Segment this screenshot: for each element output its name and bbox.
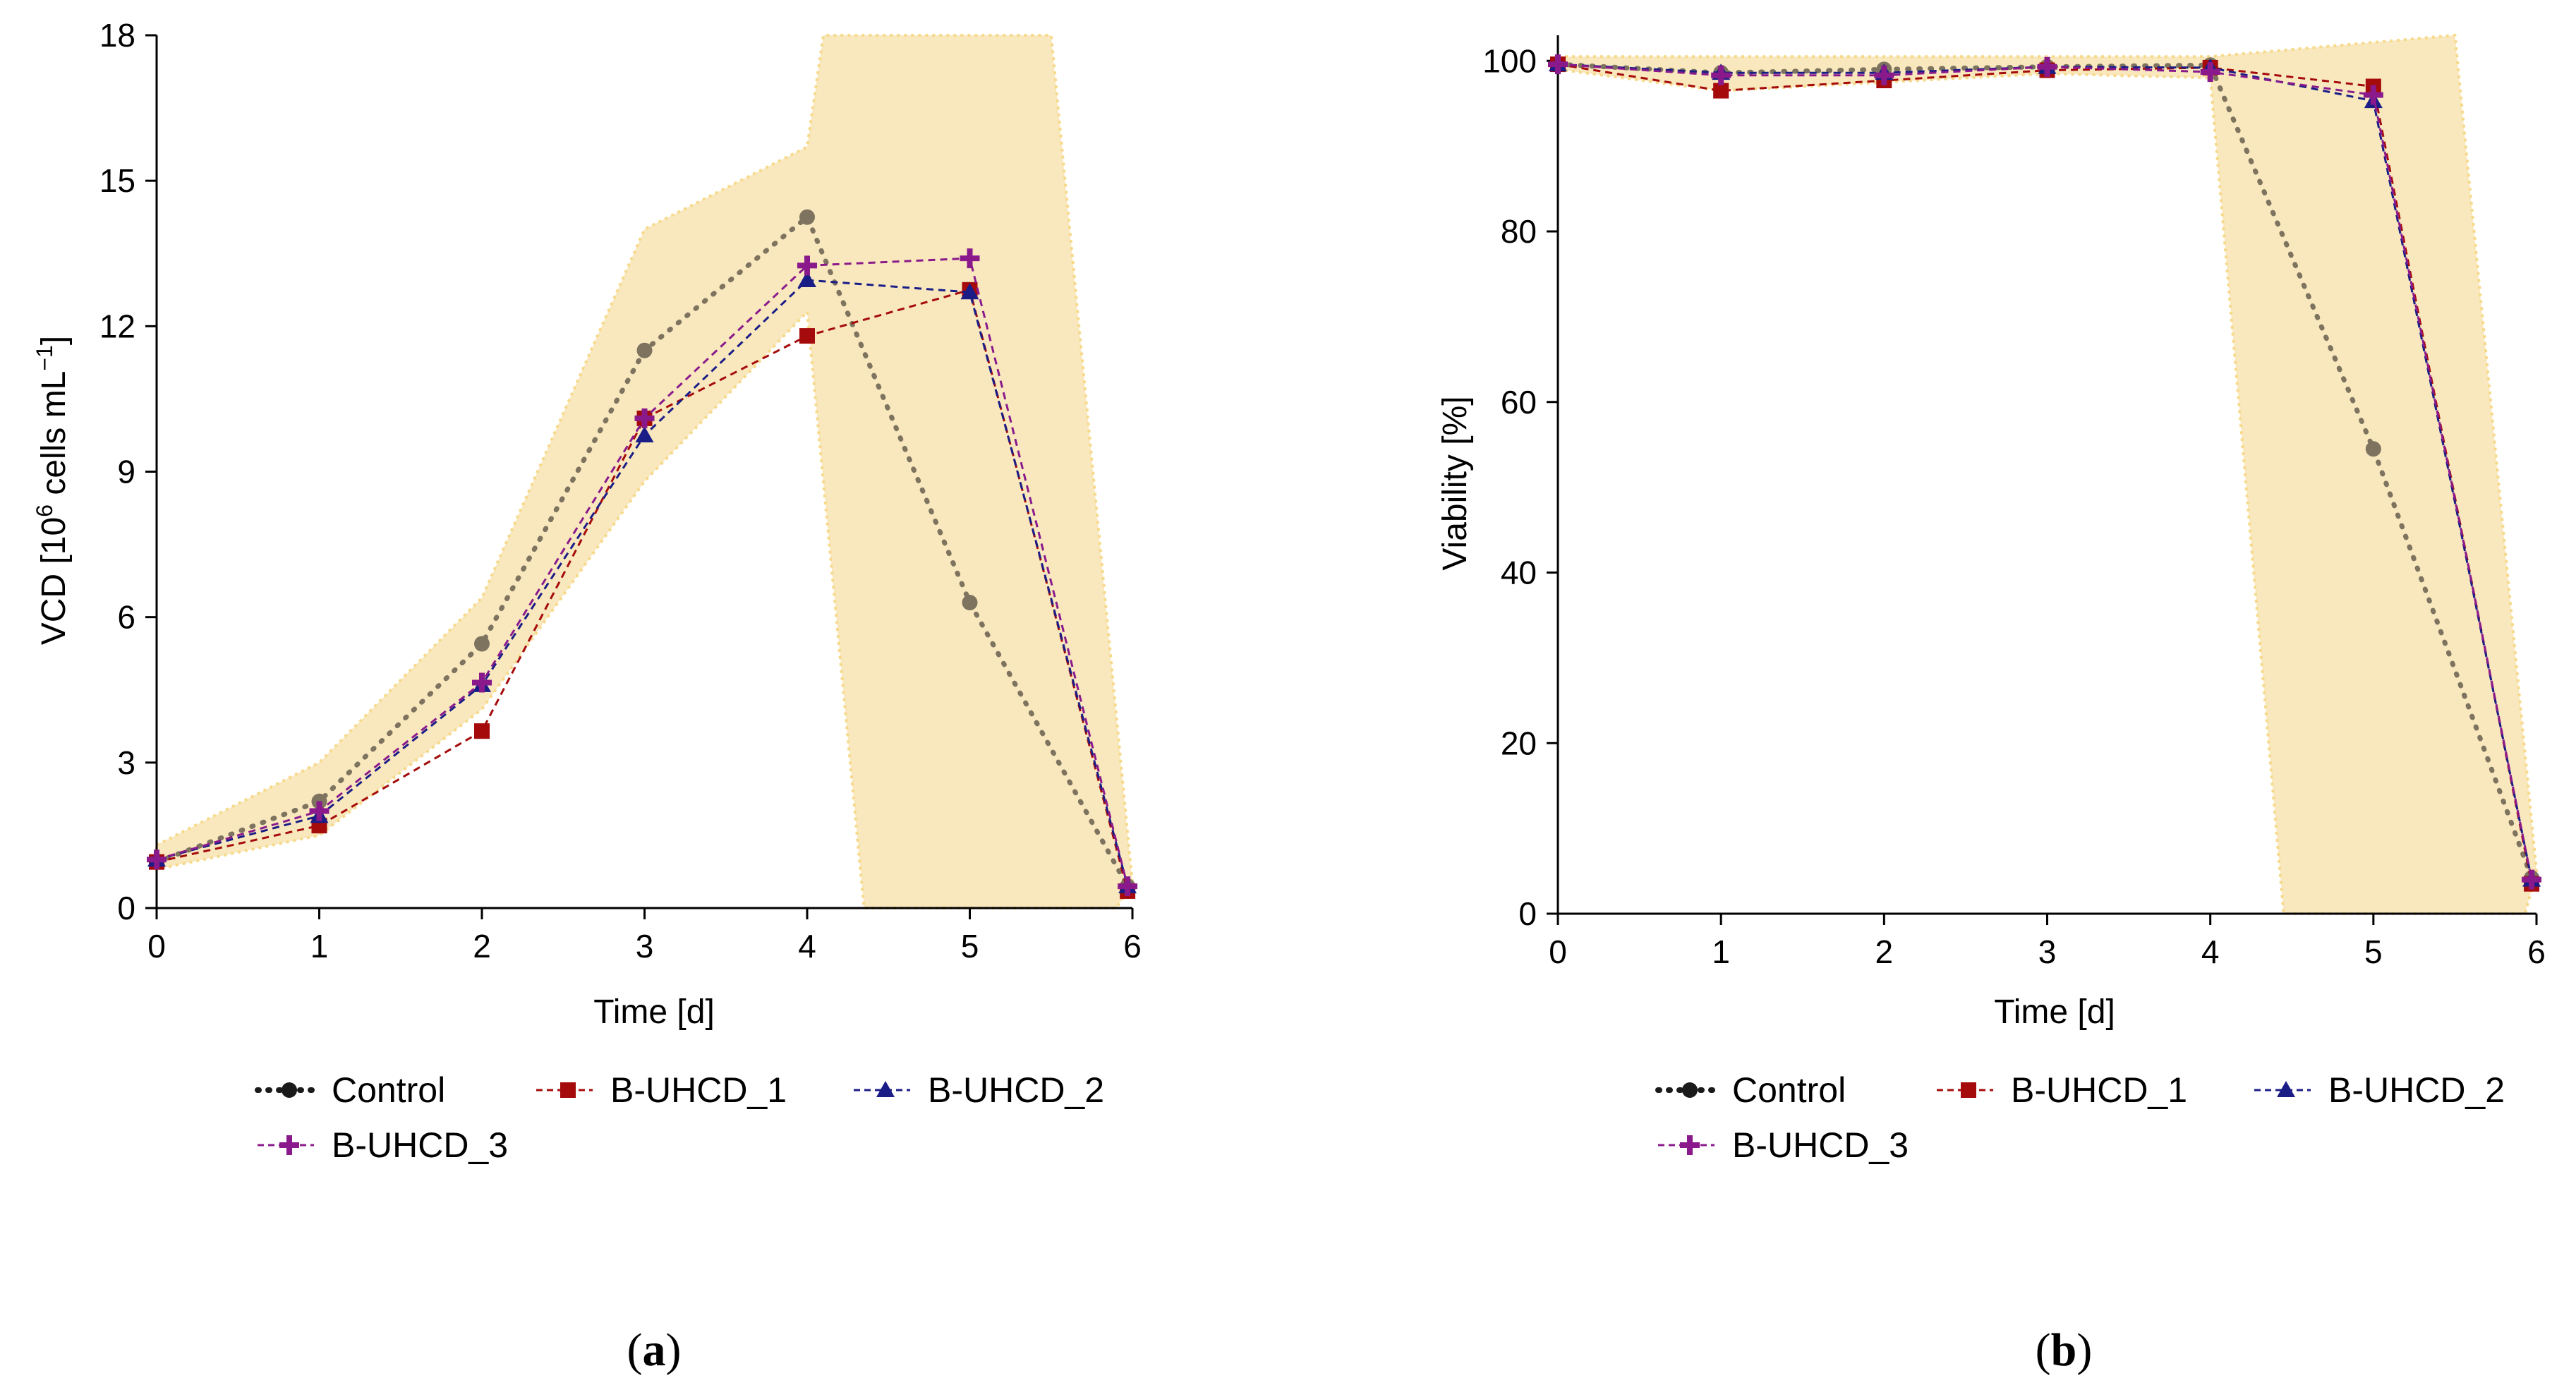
x-tick-label: 4 xyxy=(798,928,816,964)
panel-a: Time [d] VCD [106 cells mL−1] (a) xyxy=(32,336,715,1376)
data-point-b-uhcd-3 xyxy=(2037,56,2057,77)
uncertainty-band xyxy=(155,34,1135,909)
data-point-b-uhcd-1 xyxy=(474,723,490,739)
data-point-b-uhcd-1 xyxy=(799,328,815,344)
data-point-control xyxy=(799,209,815,225)
data-point-b-uhcd-1 xyxy=(1713,83,1729,99)
y-tick-label: 80 xyxy=(1501,213,1537,250)
legend-label: B-UHCD_1 xyxy=(610,1070,787,1110)
y-tick-label: 9 xyxy=(117,454,135,490)
data-point-control xyxy=(2365,441,2381,457)
panel-b-ylabel: Viability [%] xyxy=(1437,396,1474,570)
x-tick-label: 3 xyxy=(636,928,654,964)
panel-a-ylabel-end: ] xyxy=(35,336,73,345)
y-tick-label: 6 xyxy=(117,599,135,636)
panel-a-letter: a xyxy=(643,1324,666,1376)
x-tick-label: 2 xyxy=(473,928,491,964)
y-tick-label: 0 xyxy=(117,890,135,926)
data-point-b-uhcd-3 xyxy=(1118,876,1138,897)
x-tick-label: 5 xyxy=(2364,933,2383,970)
y-tick-label: 15 xyxy=(99,162,135,199)
y-tick-label: 60 xyxy=(1501,384,1537,421)
panel-a-ylabel-mid: cells mL xyxy=(35,371,73,504)
legend-marker xyxy=(560,1082,576,1098)
panel-a-ylabel: VCD [106 cells mL−1] xyxy=(32,336,73,645)
y-tick-label: 20 xyxy=(1501,725,1537,761)
data-point-b-uhcd-3 xyxy=(1711,65,1731,85)
panel-b-letter: b xyxy=(2051,1324,2077,1376)
legend: Control B-UHCD_1 B-UHCD_2 B-UHCD_3 xyxy=(255,1070,1104,1165)
x-tick-label: 6 xyxy=(2527,933,2546,970)
panel-a-ylabel-sup2: −1 xyxy=(32,345,57,370)
panel-a-xlabel: Time [d] xyxy=(593,993,715,1031)
data-point-control xyxy=(962,595,978,611)
legend-label: B-UHCD_3 xyxy=(332,1125,508,1165)
data-point-b-uhcd-3 xyxy=(960,248,980,269)
data-point-b-uhcd-3 xyxy=(2363,85,2383,105)
data-point-b-uhcd-3 xyxy=(309,801,329,821)
legend-marker xyxy=(876,1081,895,1097)
y-tick-label: 12 xyxy=(99,308,135,344)
y-tick-label: 18 xyxy=(99,17,135,54)
panel-b-xlabel: Time [d] xyxy=(1994,993,2115,1031)
x-tick-label: 4 xyxy=(2201,933,2220,970)
panel-a-label: (a) xyxy=(627,1324,682,1376)
legend-label: Control xyxy=(332,1070,445,1110)
x-tick-label: 5 xyxy=(961,928,979,964)
legend-marker xyxy=(279,1135,299,1155)
x-tick-label: 1 xyxy=(310,928,329,964)
y-tick-label: 40 xyxy=(1501,555,1537,591)
legend-marker xyxy=(282,1082,297,1098)
legend-label: B-UHCD_2 xyxy=(928,1070,1104,1110)
data-point-b-uhcd-3 xyxy=(1548,54,1568,75)
x-tick-label: 6 xyxy=(1123,928,1142,964)
panel-b: Time [d] Viability [%] (b) xyxy=(1437,396,2115,1376)
legend: Control B-UHCD_1 B-UHCD_2 B-UHCD_3 xyxy=(1655,1070,2505,1165)
data-point-b-uhcd-2 xyxy=(798,271,816,288)
legend-label: B-UHCD_3 xyxy=(1732,1125,1909,1165)
legend-label: Control xyxy=(1732,1070,1846,1110)
y-tick-label: 0 xyxy=(1518,895,1537,932)
legend-marker xyxy=(1961,1082,1976,1098)
y-tick-label: 3 xyxy=(117,744,135,781)
data-point-b-uhcd-3 xyxy=(472,672,492,693)
data-point-b-uhcd-3 xyxy=(1874,65,1894,85)
data-point-control xyxy=(636,342,653,358)
x-tick-label: 1 xyxy=(1712,933,1730,970)
data-point-b-uhcd-3 xyxy=(634,408,655,428)
data-point-b-uhcd-3 xyxy=(2200,61,2220,82)
x-tick-label: 0 xyxy=(147,928,166,964)
data-point-control xyxy=(474,636,490,652)
legend-marker xyxy=(2277,1081,2295,1097)
x-tick-label: 2 xyxy=(1875,933,1894,970)
legend-label: B-UHCD_1 xyxy=(2011,1070,2187,1110)
panel-b-label: (b) xyxy=(2036,1324,2093,1376)
data-point-b-uhcd-2 xyxy=(635,425,654,442)
panel-a-ylabel-main: VCD [10 xyxy=(35,517,73,645)
data-point-b-uhcd-2 xyxy=(960,283,979,300)
x-tick-label: 0 xyxy=(1549,933,1567,970)
legend-marker xyxy=(1682,1082,1698,1098)
panel-a-ylabel-sup1: 6 xyxy=(32,504,57,517)
legend-marker xyxy=(1680,1135,1700,1155)
y-tick-label: 100 xyxy=(1482,42,1537,79)
x-tick-label: 3 xyxy=(2038,933,2057,970)
legend-label: B-UHCD_2 xyxy=(2328,1070,2505,1110)
data-point-b-uhcd-3 xyxy=(2522,869,2542,890)
data-point-b-uhcd-3 xyxy=(147,849,167,870)
data-point-b-uhcd-3 xyxy=(797,255,817,276)
